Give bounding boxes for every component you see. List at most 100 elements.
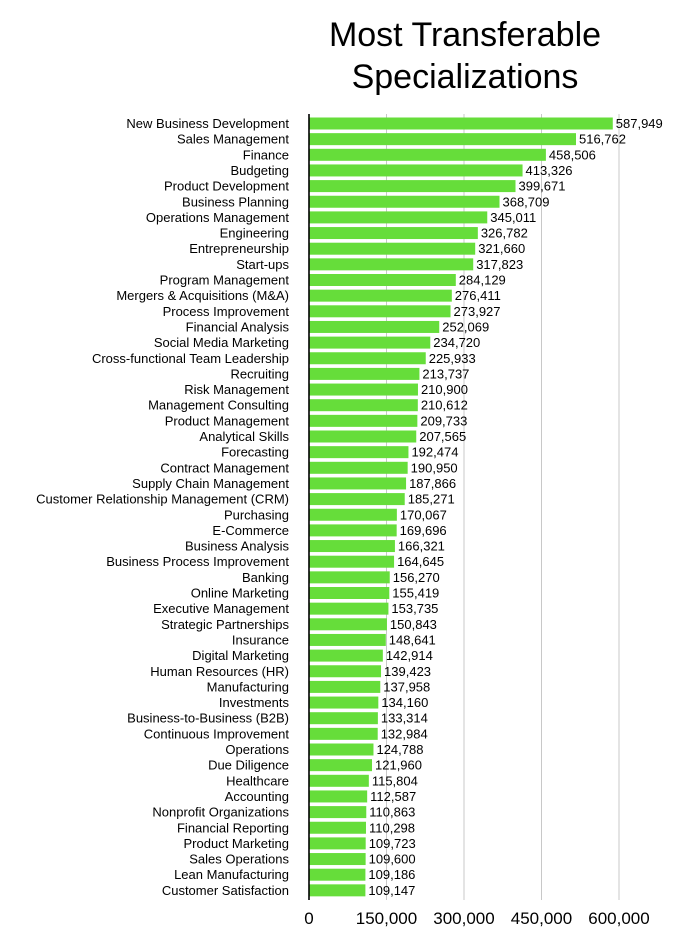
value-label: 345,011	[490, 210, 536, 225]
category-label: Customer Satisfaction	[162, 883, 289, 898]
category-label: Operations	[225, 742, 289, 757]
value-label: 164,645	[397, 554, 444, 569]
chart-title: Most Transferable Specializations	[290, 14, 640, 98]
category-label: Start-ups	[236, 257, 289, 272]
bar	[309, 180, 516, 193]
category-label: Business Analysis	[185, 539, 290, 554]
bar	[309, 633, 386, 646]
value-label: 110,298	[369, 820, 415, 835]
category-label: Program Management	[160, 273, 290, 288]
category-label: Product Management	[165, 413, 290, 428]
bar	[309, 680, 381, 693]
bar	[309, 305, 451, 318]
category-label: Product Marketing	[184, 836, 290, 851]
bar	[309, 774, 369, 787]
value-label: 115,804	[372, 773, 418, 788]
category-label: Entrepreneurship	[189, 241, 289, 256]
category-label: Sales Operations	[189, 852, 289, 867]
category-label: Online Marketing	[191, 586, 289, 601]
x-axis-tick-labels: 0 150,000 300,000 450,000 600,000	[304, 909, 649, 928]
bar	[309, 258, 474, 271]
category-label: Operations Management	[146, 210, 289, 225]
bar	[309, 383, 418, 396]
value-label: 207,565	[419, 429, 466, 444]
x-tick-label: 300,000	[433, 909, 494, 928]
value-label: 132,984	[381, 726, 428, 741]
value-label: 516,762	[579, 132, 626, 147]
bar	[309, 555, 395, 568]
bar	[309, 602, 389, 615]
category-label: Social Media Marketing	[154, 335, 289, 350]
category-label: Manufacturing	[207, 679, 289, 694]
value-label: 109,147	[368, 883, 415, 898]
category-label: Accounting	[225, 789, 289, 804]
category-label: Business-to-Business (B2B)	[127, 711, 289, 726]
category-label: Contract Management	[160, 460, 289, 475]
value-label: 317,823	[476, 257, 523, 272]
bar	[309, 712, 378, 725]
bar	[309, 868, 366, 881]
category-label: Financial Analysis	[186, 319, 290, 334]
bar	[309, 148, 546, 161]
bar	[309, 743, 374, 756]
value-label: 133,314	[381, 711, 428, 726]
bar	[309, 430, 417, 443]
chart-title-line-2: Specializations	[351, 58, 579, 96]
category-label: Insurance	[232, 632, 289, 647]
category-label: Process Improvement	[163, 304, 290, 319]
category-label: Risk Management	[184, 382, 289, 397]
bar	[309, 414, 418, 427]
bar	[309, 195, 500, 208]
category-label: Executive Management	[153, 601, 289, 616]
category-label: New Business Development	[126, 116, 289, 131]
bar	[309, 446, 409, 459]
bar	[309, 367, 420, 380]
bar	[309, 587, 390, 599]
value-label: 109,600	[369, 852, 416, 867]
category-label: Healthcare	[226, 773, 289, 788]
category-label: Budgeting	[230, 163, 289, 178]
category-label: Nonprofit Organizations	[152, 805, 289, 820]
value-label: 321,660	[478, 241, 525, 256]
x-tick-label: 150,000	[356, 909, 417, 928]
bar	[309, 352, 426, 365]
x-tick-label: 600,000	[588, 909, 649, 928]
chart-title-line-1: Most Transferable	[328, 16, 602, 54]
category-label: Financial Reporting	[177, 820, 289, 835]
value-label: 209,733	[420, 413, 467, 428]
bar	[309, 790, 368, 803]
value-label: 153,735	[391, 601, 438, 616]
value-label: 142,914	[386, 648, 433, 663]
bar	[309, 399, 418, 412]
category-label: Cross-functional Team Leadership	[92, 351, 289, 366]
bar	[309, 837, 366, 850]
value-label: 399,671	[518, 179, 565, 194]
bar	[309, 571, 390, 584]
bar	[309, 117, 613, 130]
value-label: 225,933	[429, 351, 476, 366]
category-label: Human Resources (HR)	[150, 664, 289, 679]
value-label: 413,326	[526, 163, 573, 178]
category-label: Investments	[219, 695, 290, 710]
category-label: Mergers & Acquisitions (M&A)	[116, 288, 289, 303]
category-label: Management Consulting	[148, 398, 289, 413]
value-label: 284,129	[459, 273, 506, 288]
bar	[309, 211, 488, 224]
value-label: 148,641	[389, 632, 436, 647]
bar	[309, 759, 373, 772]
bar	[309, 461, 408, 474]
value-label: 192,474	[411, 445, 458, 460]
category-label: Engineering	[220, 226, 289, 241]
value-label: 273,927	[454, 304, 501, 319]
value-label: 139,423	[384, 664, 431, 679]
value-label: 587,949	[616, 116, 663, 131]
value-label: 170,067	[400, 507, 447, 522]
value-label: 185,271	[408, 492, 455, 507]
value-label: 124,788	[376, 742, 423, 757]
value-label: 156,270	[393, 570, 440, 585]
bar	[309, 524, 397, 537]
value-label: 213,737	[422, 366, 469, 381]
category-label: Continuous Improvement	[144, 726, 290, 741]
